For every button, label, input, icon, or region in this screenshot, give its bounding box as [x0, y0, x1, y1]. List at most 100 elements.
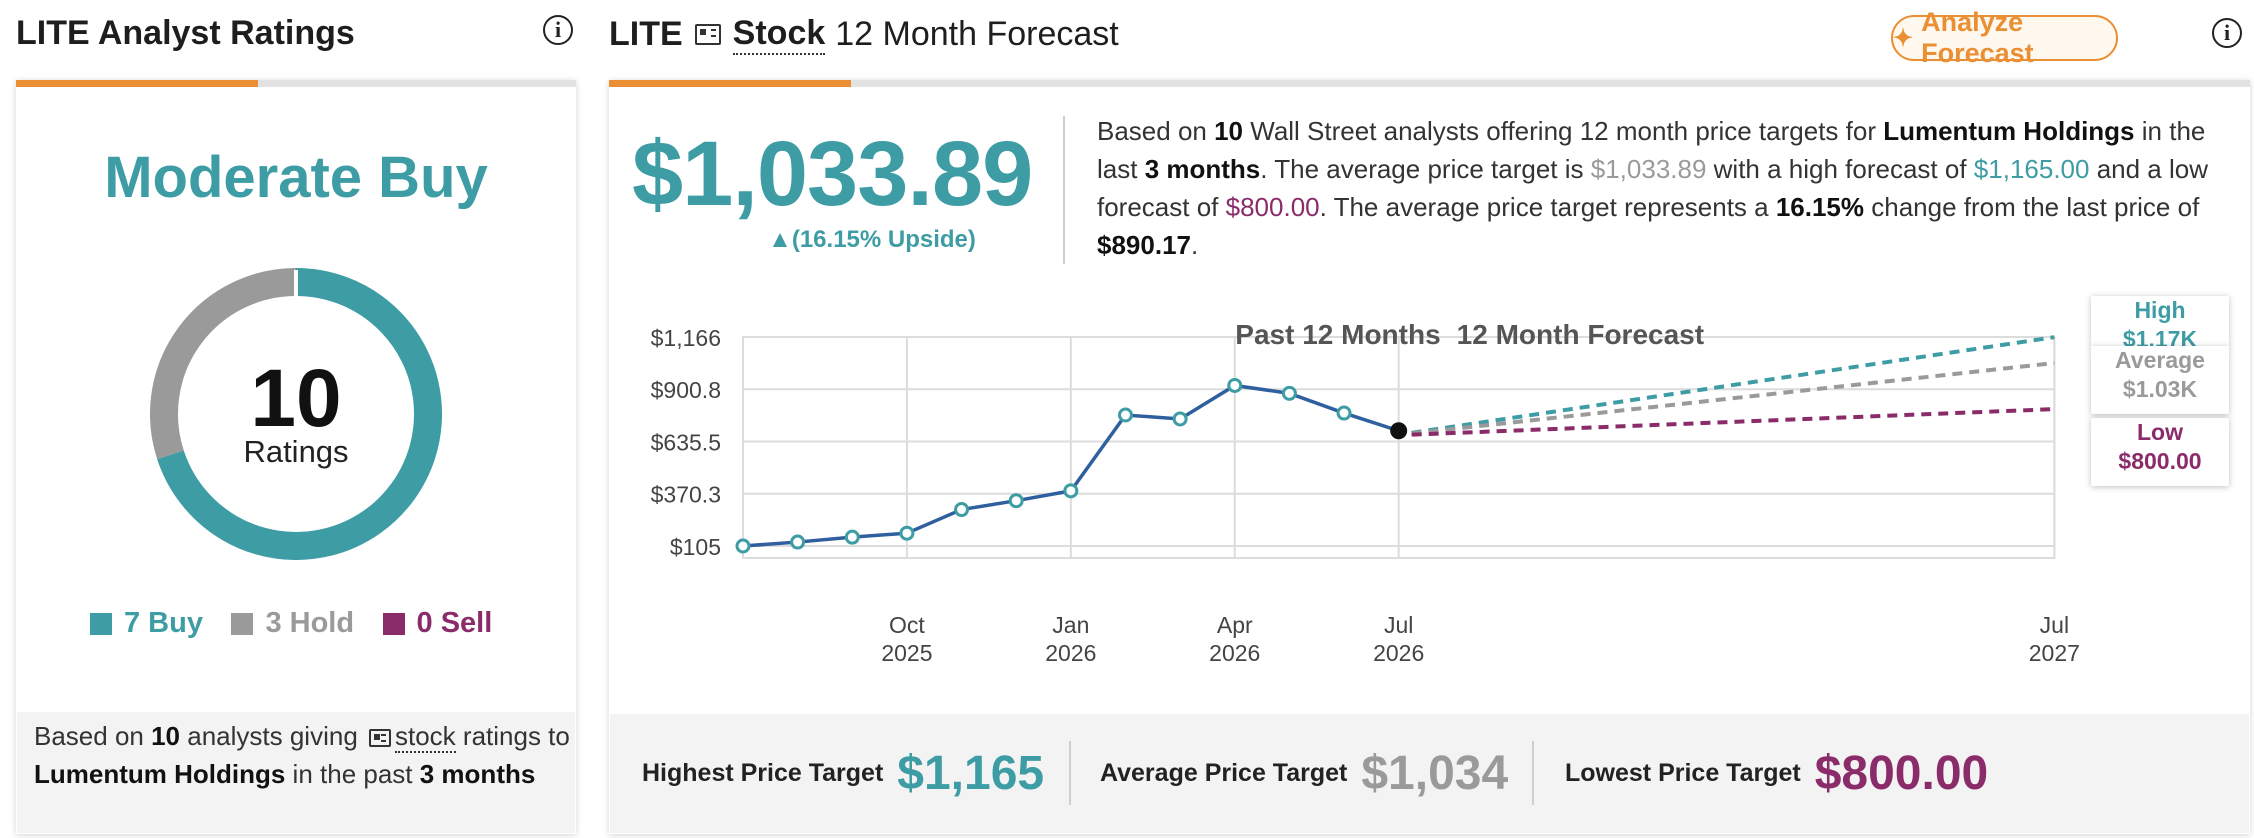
x-tick-month: Jul [2040, 612, 2069, 638]
footer-divider [1069, 741, 1071, 805]
ratings-count-label: Ratings [243, 434, 349, 469]
x-tick-month: Jul [1384, 612, 1413, 638]
desc-text: . The average price target is [1260, 154, 1591, 184]
info-icon[interactable]: i [2212, 18, 2242, 48]
forecast-lines [1394, 335, 2055, 438]
ratings-legend: 7 Buy 3 Hold 0 Sell [90, 607, 516, 640]
desc-analyst-count: 10 [1214, 116, 1244, 146]
donut-buy-segment [157, 268, 442, 560]
price-point [1281, 385, 1297, 401]
ratings-footer-t4: in the past [285, 759, 420, 789]
low-tag-value: $800.00 [2118, 448, 2202, 474]
legend-hold-label: 3 Hold [265, 607, 355, 639]
forecast-high-line [1394, 335, 2055, 438]
highest-target: Highest Price Target $1,165 [642, 746, 1044, 801]
lowest-target-value: $800.00 [1814, 747, 1989, 800]
price-point [1008, 493, 1024, 509]
price-point [954, 502, 970, 518]
ratings-footer-t2: analysts giving [180, 721, 365, 751]
forecast-card-accent [609, 80, 851, 87]
chart-header-forecast: 12 Month Forecast [1457, 319, 1704, 350]
price-point [1117, 407, 1133, 423]
ratings-footer-count: 10 [151, 721, 181, 751]
ratings-donut [150, 268, 442, 560]
desc-text: Wall Street analysts offering 12 month p… [1243, 116, 1884, 146]
price-point [1063, 483, 1079, 499]
price-point [1172, 411, 1188, 427]
divider [1063, 116, 1065, 264]
ratings-footer-t3: ratings to [455, 721, 570, 751]
forecast-title-ticker: LITE [609, 15, 683, 53]
desc-percent: 16.15% [1775, 192, 1865, 222]
high-target-tag: High $1.17K [2091, 296, 2229, 346]
sparkle-icon: ✦ [1893, 24, 1914, 52]
legend-buy: 7 Buy [90, 607, 203, 640]
desc-text: . [1190, 230, 1199, 260]
y-tick-label: $900.8 [651, 377, 721, 403]
stock-doc-icon [369, 729, 391, 748]
price-point [790, 534, 806, 550]
desc-text: with a high forecast of [1706, 154, 1974, 184]
legend-sell: 0 Sell [382, 607, 493, 640]
ratings-title: LITE Analyst Ratings [16, 14, 355, 52]
analyze-forecast-label: Analyze Forecast [1921, 7, 2034, 68]
y-tick-label: $370.3 [651, 482, 721, 508]
average-target: Average Price Target $1,034 [1100, 746, 1508, 801]
hold-swatch [231, 612, 254, 635]
highest-target-label: Highest Price Target [642, 759, 884, 787]
ratings-footer-company: Lumentum Holdings [34, 759, 286, 789]
average-target-value: $1,034 [1361, 747, 1509, 800]
upside-percent: ▲(16.15% Upside) [768, 226, 976, 253]
price-series [735, 377, 1408, 554]
ratings-card-track [16, 80, 576, 87]
price-forecast-chart: $1,166$900.8$635.5$370.3$105 Oct2025Jan2… [651, 319, 2080, 666]
lowest-target-label: Lowest Price Target [1565, 759, 1801, 787]
price-point [1336, 405, 1352, 421]
consensus-rating: Moderate Buy [104, 145, 488, 210]
forecast-title-rest: 12 Month Forecast [835, 15, 1119, 53]
forecast-footer [610, 714, 2249, 833]
forecast-title-stock-link[interactable]: Stock [732, 14, 826, 55]
x-tick-year: 2026 [1209, 640, 1260, 666]
average-target-label: Average Price Target [1100, 759, 1348, 787]
desc-text: change from the last price of [1864, 192, 2200, 222]
chart-grid [742, 336, 2056, 559]
donut-hold-segment [150, 268, 297, 460]
stock-link[interactable]: stock [395, 721, 456, 753]
avg-tag-value: $1.03K [2122, 376, 2198, 402]
forecast-low-line [1394, 407, 2055, 438]
desc-average: $1,033.89 [1590, 154, 1707, 184]
x-tick-year: 2026 [1373, 640, 1424, 666]
x-tick-year: 2027 [2029, 640, 2080, 666]
analyze-forecast-button[interactable]: ✦ Analyze Forecast [1891, 7, 2118, 68]
y-axis-ticks: $1,166 $900.8 $635.5 $370.3 $105 [651, 325, 721, 560]
price-point [735, 538, 751, 554]
forecast-card-track [609, 80, 2250, 87]
average-target-tag: Average $1.03K [2091, 346, 2229, 414]
average-price-target: $1,033.89 [632, 123, 1033, 225]
y-tick-label: $1,166 [651, 325, 721, 351]
stock-doc-icon [694, 24, 721, 45]
legend-sell-label: 0 Sell [416, 607, 493, 639]
ratings-footer-bg [17, 712, 575, 833]
desc-text: . The average price target represents a [1319, 192, 1776, 222]
lowest-target: Lowest Price Target $800.00 [1565, 746, 1988, 801]
x-tick-month: Jan [1052, 612, 1089, 638]
desc-text: Based on [1097, 116, 1215, 146]
low-target-tag: Low $800.00 [2091, 418, 2229, 486]
price-point [899, 525, 915, 541]
forecast-card [609, 80, 2250, 834]
x-tick-year: 2025 [881, 640, 932, 666]
x-tick-month: Oct [889, 612, 925, 638]
ratings-card [16, 80, 576, 834]
highest-target-value: $1,165 [897, 747, 1045, 800]
ratings-card-accent [16, 80, 258, 87]
desc-last-price: $890.17 [1097, 230, 1191, 260]
current-price-point [1390, 422, 1408, 440]
legend-hold: 3 Hold [231, 607, 354, 640]
footer-divider [1532, 741, 1534, 805]
ratings-footer-text: Based on 10 analysts giving stock rating… [34, 717, 574, 793]
info-icon[interactable]: i [543, 15, 573, 45]
desc-text: in the last [1097, 116, 2206, 184]
